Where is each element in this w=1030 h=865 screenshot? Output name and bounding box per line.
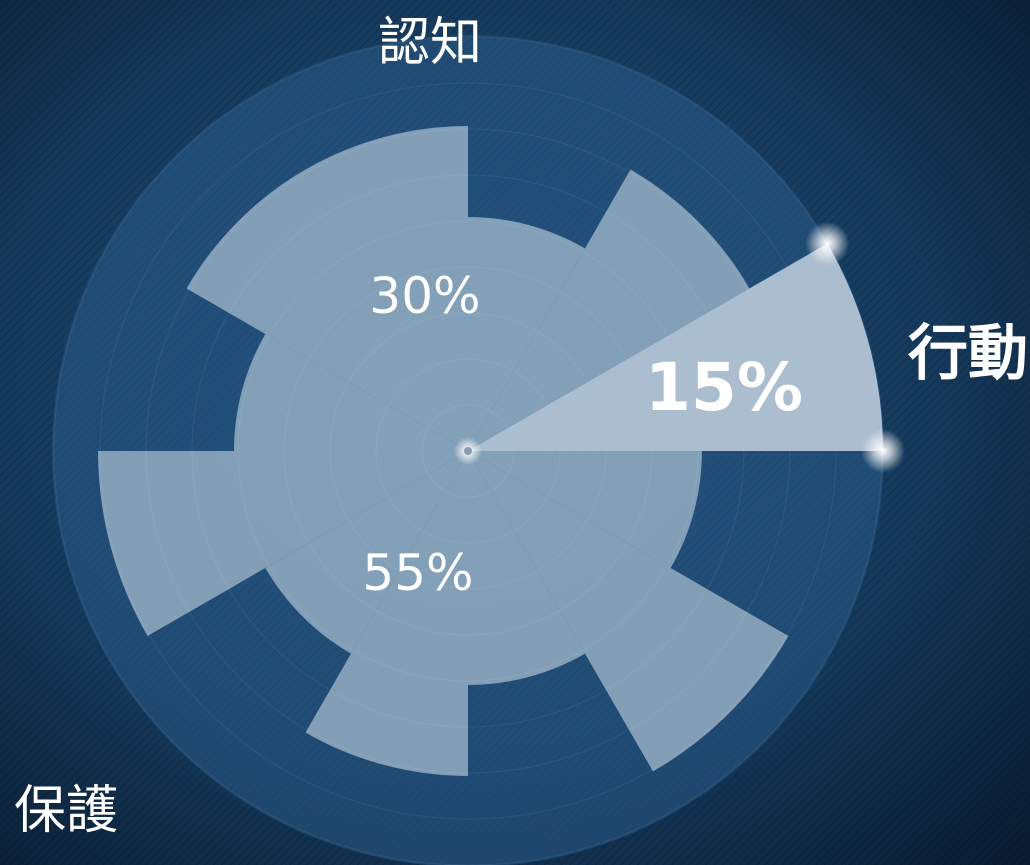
- band-protection-leftmid: [265, 451, 468, 654]
- sector-action: [468, 243, 883, 451]
- band-awareness-inner: [234, 334, 468, 451]
- glow-dot-bottom: [861, 429, 905, 473]
- sector-bands: [98, 126, 789, 776]
- highlight-sector: [468, 243, 883, 451]
- band-protection-left: [98, 451, 468, 636]
- category-label-awareness: 認知: [378, 13, 482, 73]
- glow-dots: [805, 221, 905, 473]
- band-protection-right: [468, 451, 789, 772]
- value-label-protection: 55%: [362, 544, 473, 602]
- band-protection-bottommid: [468, 451, 585, 685]
- value-label-action: 15%: [645, 349, 803, 426]
- band-upper-right: [468, 169, 750, 451]
- category-label-protection: 保護: [14, 781, 118, 841]
- band-awareness-outer: [186, 126, 468, 451]
- center-dot: [454, 437, 482, 465]
- band-protection-rightmid: [468, 451, 702, 568]
- glow-dot-top: [805, 221, 850, 266]
- band-upper-mid: [468, 217, 585, 451]
- value-label-awareness: 30%: [369, 267, 480, 325]
- band-protection-bottom: [305, 451, 468, 776]
- category-label-action: 行動: [908, 319, 1028, 389]
